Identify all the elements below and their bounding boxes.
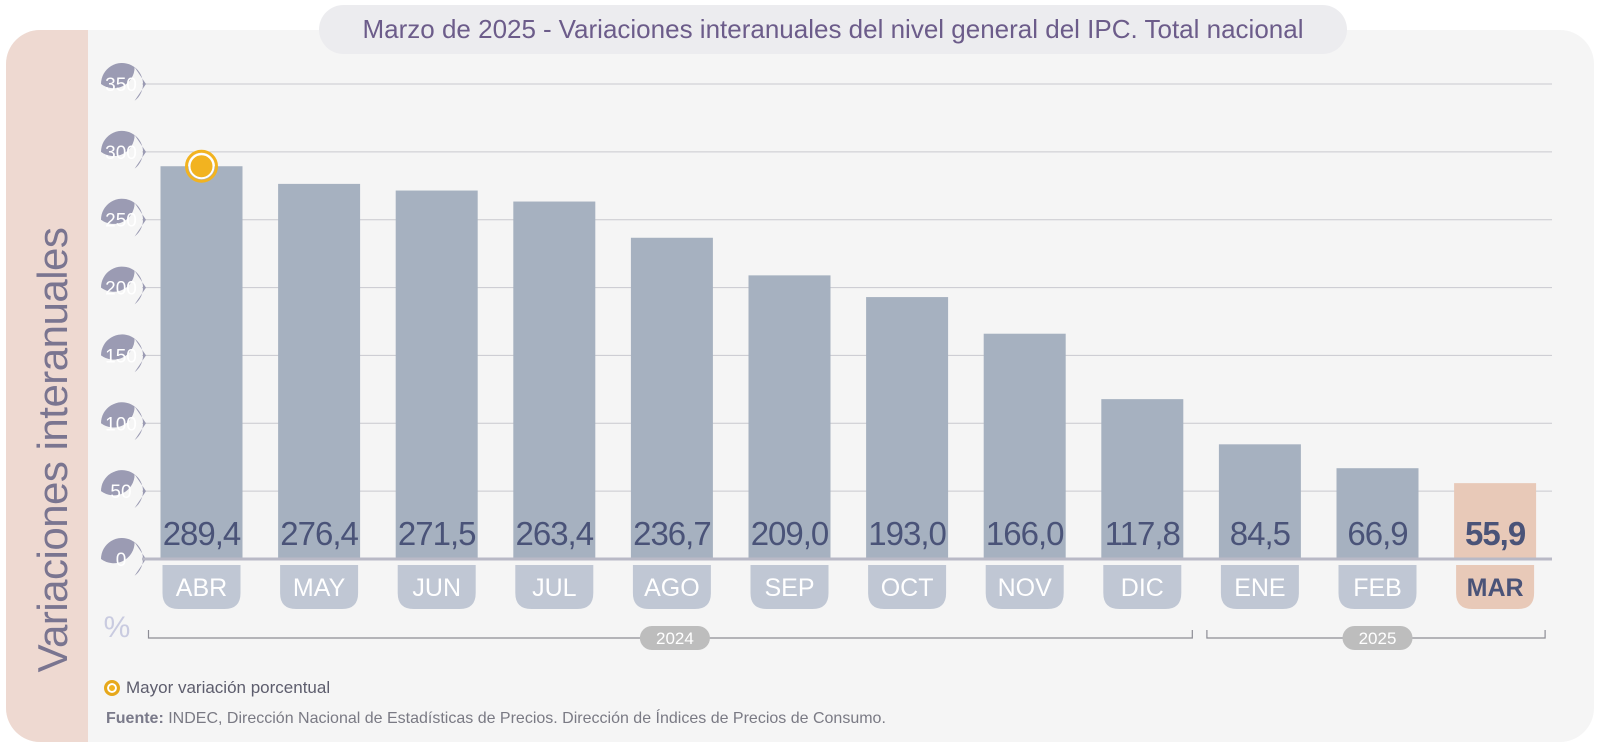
x-tick-label: JUN <box>412 574 461 602</box>
data-label: 166,0 <box>986 515 1064 552</box>
x-tick-label: NOV <box>998 574 1053 602</box>
y-axis-strip: Variaciones interanuales <box>6 30 88 742</box>
month-pill <box>280 565 359 609</box>
legend-label: Mayor variación porcentual <box>126 678 331 697</box>
data-label: 84,5 <box>1230 515 1290 552</box>
y-tick-label: 150 <box>105 346 137 367</box>
x-tick-label: FEB <box>1353 574 1402 602</box>
title-prefix: Marzo de 2025 <box>362 14 536 44</box>
max-marker <box>188 153 215 180</box>
bar-jun <box>395 190 478 560</box>
data-label: 236,7 <box>633 515 711 552</box>
bar-may <box>278 183 361 559</box>
bar-ago <box>630 237 713 559</box>
bar-mar <box>1454 483 1537 559</box>
y-unit-label: % <box>104 611 131 644</box>
y-tick-bubble <box>101 198 146 237</box>
data-label: 117,8 <box>1105 515 1180 552</box>
year-label: 2025 <box>1359 629 1397 648</box>
x-tick-label: SEP <box>764 574 814 602</box>
x-tick-label: AGO <box>644 574 700 602</box>
y-tick-bubble <box>101 402 146 441</box>
data-label: 66,9 <box>1347 515 1407 552</box>
x-tick-label: MAR <box>1467 574 1524 602</box>
x-tick-label: MAY <box>293 574 346 602</box>
x-tick-label: DIC <box>1121 574 1164 602</box>
x-tick-label: OCT <box>881 574 934 602</box>
data-label: 271,5 <box>398 515 476 552</box>
year-pill <box>639 626 710 650</box>
y-tick-label: 300 <box>105 143 137 164</box>
x-tick-label: ENE <box>1234 574 1285 602</box>
bar-dic <box>1101 399 1184 559</box>
data-label: 276,4 <box>280 515 358 552</box>
bar-feb <box>1336 468 1419 559</box>
source-label: Fuente: <box>106 710 164 727</box>
bar-abr <box>160 166 243 559</box>
year-pill <box>1342 626 1413 650</box>
month-pill <box>397 565 476 609</box>
year-label: 2024 <box>656 629 694 648</box>
bar-sep <box>748 275 831 559</box>
title-main: Variaciones interanuales del nivel gener… <box>558 14 1304 44</box>
data-label: 289,4 <box>163 515 241 552</box>
month-pill <box>1103 565 1182 609</box>
y-tick-label: 100 <box>105 414 137 435</box>
bar-oct <box>866 297 949 559</box>
y-tick-label: 200 <box>105 279 137 300</box>
month-pill <box>515 565 594 609</box>
bar-nov <box>983 333 1066 559</box>
data-label: 193,0 <box>868 515 946 552</box>
y-tick-bubble <box>101 538 146 576</box>
month-pill <box>1338 565 1417 609</box>
legend: Mayor variación porcentual <box>104 677 330 699</box>
source-note: Fuente: INDEC, Dirección Nacional de Est… <box>106 710 886 728</box>
max-marker-icon <box>104 680 120 696</box>
y-tick-bubble <box>101 130 146 169</box>
bar-ene <box>1218 444 1301 559</box>
chart-title: Marzo de 2025 - Variaciones interanuales… <box>319 5 1347 54</box>
month-pill <box>162 565 241 609</box>
bar-jul <box>513 201 596 559</box>
month-pill <box>632 565 711 609</box>
month-pill <box>1220 565 1299 609</box>
source-text: INDEC, Dirección Nacional de Estadística… <box>168 710 886 727</box>
month-pill <box>1456 565 1535 609</box>
y-tick-label: 350 <box>105 75 137 96</box>
x-tick-label: ABR <box>176 574 227 602</box>
y-tick-label: 250 <box>105 211 137 232</box>
month-pill <box>985 565 1064 609</box>
month-pill <box>868 565 947 609</box>
y-tick-bubble <box>101 63 146 101</box>
title-separator: - <box>542 14 552 44</box>
y-tick-label: 50 <box>110 482 131 503</box>
x-tick-label: JUL <box>532 574 577 602</box>
data-label: 209,0 <box>751 515 829 552</box>
chart-card: Variaciones interanuales <box>6 30 1594 742</box>
data-label: 55,9 <box>1465 515 1526 552</box>
month-pill <box>750 565 829 609</box>
data-label: 263,4 <box>516 515 594 552</box>
max-marker-ring <box>185 149 218 183</box>
y-tick-label: 0 <box>116 550 127 571</box>
y-tick-bubble <box>101 266 146 305</box>
y-tick-bubble <box>101 334 146 373</box>
y-tick-bubble <box>101 470 146 508</box>
